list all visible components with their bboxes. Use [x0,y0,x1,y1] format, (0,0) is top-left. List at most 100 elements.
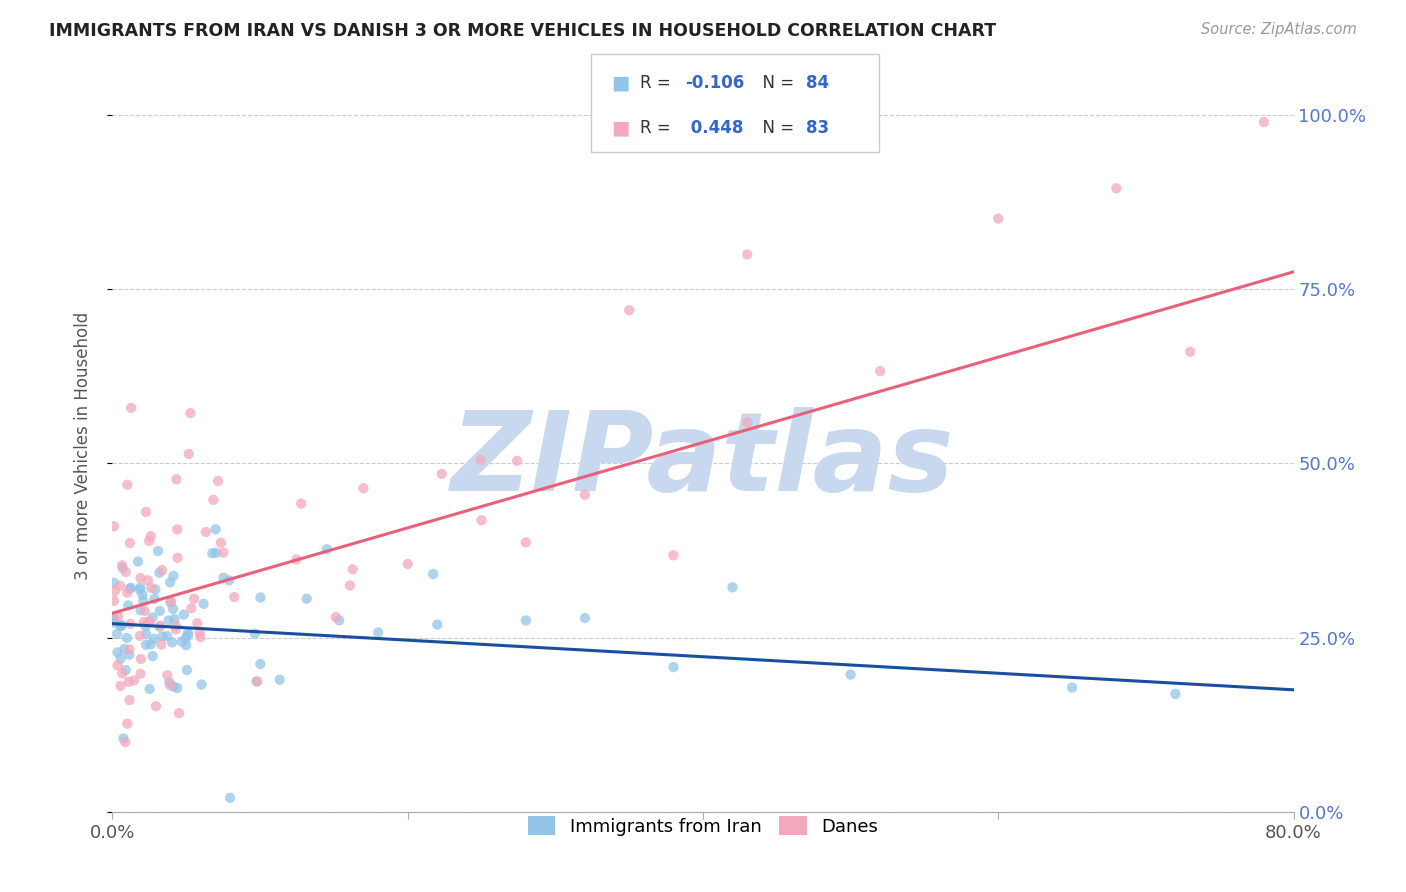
Point [110,618,132,632]
Point [110,619,132,633]
Point [143,591,166,606]
Point [186,616,208,631]
Point [118,582,141,596]
Point [112,731,135,746]
Point [352,481,374,495]
Point [737,247,759,261]
Point [129,666,152,681]
Point [166,522,188,536]
Point [426,617,449,632]
Point [149,604,172,618]
Point [110,651,132,665]
Point [148,619,170,633]
Point [128,582,150,597]
Point [574,611,596,625]
Point [159,595,181,609]
Point [149,618,172,632]
Point [165,619,187,633]
Point [470,453,492,467]
Point [118,648,141,662]
Point [339,578,361,592]
Point [156,668,179,682]
Point [129,652,152,666]
Point [165,623,187,637]
Point [105,627,128,641]
Point [135,505,157,519]
Point [662,548,685,562]
Point [176,663,198,677]
Text: ■: ■ [612,73,630,93]
Point [166,550,188,565]
Point [118,642,141,657]
Point [135,627,157,641]
Point [142,610,165,624]
Point [160,594,183,608]
Point [107,658,129,673]
Point [183,591,205,606]
Point [139,637,162,651]
Point [159,675,181,690]
Point [179,406,201,420]
Point [110,619,132,633]
Point [987,211,1010,226]
Point [342,562,364,576]
Point [159,678,181,692]
Point [159,575,181,590]
Point [174,631,197,645]
Point [180,601,202,615]
Point [188,625,211,640]
Point [118,536,141,550]
Point [132,615,155,629]
Point [117,477,139,491]
Point [165,472,187,486]
Point [128,629,150,643]
Text: 84: 84 [806,74,828,92]
Text: IMMIGRANTS FROM IRAN VS DANISH 3 OR MORE VEHICLES IN HOUSEHOLD CORRELATION CHART: IMMIGRANTS FROM IRAN VS DANISH 3 OR MORE… [49,22,997,40]
Point [138,681,160,696]
Point [166,681,188,695]
Point [103,594,125,608]
Point [249,591,271,605]
Point [201,546,224,560]
Point [290,497,312,511]
Text: N =: N = [752,119,800,136]
Point [120,401,142,415]
Point [170,634,193,648]
Point [103,519,125,533]
Point [114,663,136,677]
Point [104,584,127,599]
Text: 0.448: 0.448 [685,119,744,136]
Point [135,638,157,652]
Point [152,629,174,643]
Text: ZIPatlas: ZIPatlas [451,407,955,514]
Point [148,566,170,580]
Point [134,604,156,618]
Text: N =: N = [752,74,800,92]
Point [136,574,159,588]
Point [160,635,183,649]
Text: R =: R = [640,119,676,136]
Point [111,666,134,681]
Point [118,693,141,707]
Point [110,679,132,693]
Point [470,513,494,527]
Point [129,571,152,585]
Point [209,535,232,549]
Legend: Immigrants from Iran, Danes: Immigrants from Iran, Danes [520,809,886,843]
Point [619,303,641,318]
Point [145,699,167,714]
Point [129,603,152,617]
Point [114,565,136,579]
Point [212,571,235,585]
Point [138,533,160,548]
Point [107,609,129,624]
Point [129,581,152,595]
Point [111,561,134,575]
Point [135,619,157,633]
Point [869,364,891,378]
Point [839,667,862,681]
Point [194,524,217,539]
Point [103,611,125,625]
Point [173,607,195,622]
Point [114,735,136,749]
